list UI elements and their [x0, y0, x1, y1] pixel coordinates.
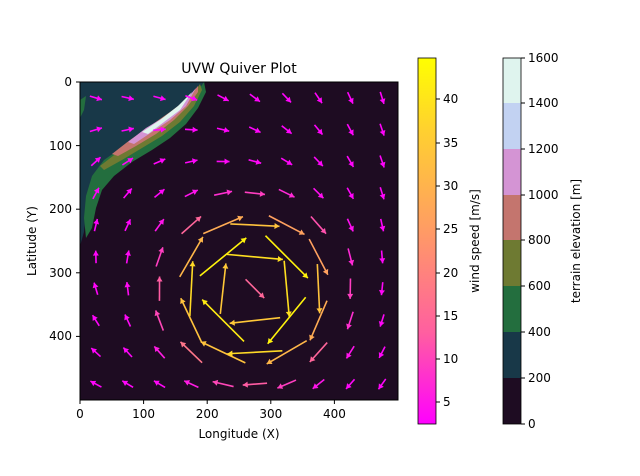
plot-area [80, 82, 398, 400]
terrain-tick-label: 800 [528, 233, 551, 247]
y-axis: 0 100 200 300 400 Latitude (Y) [25, 75, 80, 343]
wind-speed-colorbar: 5 10 15 20 25 30 35 40 wind speed [m/s] [418, 58, 482, 424]
terrain-colorbar-label: terrain elevation [m] [569, 179, 583, 303]
terrain-tick-label: 1600 [528, 51, 559, 65]
wind-tick-label: 35 [443, 136, 458, 150]
terrain-tick-label: 0 [528, 417, 536, 431]
x-tick-label: 100 [132, 407, 155, 421]
terrain-tick-label: 400 [528, 325, 551, 339]
y-tick-label: 100 [49, 139, 72, 153]
y-axis-label: Latitude (Y) [25, 206, 39, 276]
x-tick-label: 0 [76, 407, 84, 421]
x-tick-label: 300 [259, 407, 282, 421]
x-axis-label: Longitude (X) [198, 427, 279, 441]
wind-tick-label: 10 [443, 352, 458, 366]
terrain-tick-label: 1200 [528, 142, 559, 156]
x-tick-label: 200 [196, 407, 219, 421]
y-tick-label: 400 [49, 329, 72, 343]
y-tick-label: 300 [49, 266, 72, 280]
y-tick-label: 200 [49, 202, 72, 216]
y-tick-label: 0 [64, 75, 72, 89]
terrain-tick-label: 1400 [528, 96, 559, 110]
wind-tick-label: 40 [443, 92, 458, 106]
terrain-tick-label: 600 [528, 279, 551, 293]
terrain-tick-label: 1000 [528, 188, 559, 202]
wind-colorbar-label: wind speed [m/s] [468, 189, 482, 293]
x-axis: 0 100 200 300 400 Longitude (X) [76, 400, 346, 441]
terrain-tick-label: 200 [528, 371, 551, 385]
wind-tick-label: 20 [443, 266, 458, 280]
wind-tick-label: 5 [443, 395, 451, 409]
wind-tick-label: 25 [443, 222, 458, 236]
terrain-colorbar: 0 200 400 600 800 1000 1200 1400 1600 te… [503, 51, 583, 431]
wind-tick-label: 15 [443, 309, 458, 323]
x-tick-label: 400 [323, 407, 346, 421]
wind-colorbar-gradient [418, 58, 436, 424]
wind-tick-label: 30 [443, 179, 458, 193]
chart-title: UVW Quiver Plot [181, 61, 297, 77]
